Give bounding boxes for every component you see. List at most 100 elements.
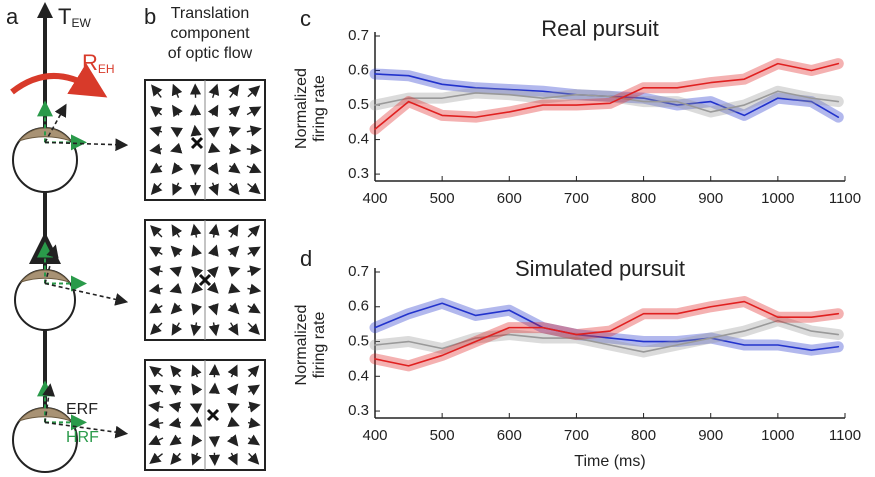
y-tick-label: 0.5 bbox=[348, 332, 369, 349]
flow-vector bbox=[169, 384, 182, 396]
flow-vector bbox=[227, 302, 240, 315]
focus-mark bbox=[190, 136, 204, 150]
r: R bbox=[82, 50, 98, 75]
flow-vector bbox=[247, 246, 261, 258]
flow-vector bbox=[228, 282, 241, 294]
flow-vector bbox=[227, 245, 240, 258]
flow-vector bbox=[208, 223, 220, 238]
flow-vector bbox=[228, 162, 241, 174]
flow-vector bbox=[227, 416, 240, 427]
flow-vector bbox=[228, 143, 242, 155]
flow-vector bbox=[171, 162, 184, 175]
x-tick-label: 800 bbox=[631, 190, 656, 207]
x-tick-label: 1000 bbox=[761, 427, 794, 444]
panel-label: c bbox=[300, 6, 311, 31]
flow-vector bbox=[170, 365, 182, 378]
flow-vector bbox=[170, 452, 182, 465]
flow-vector bbox=[151, 84, 163, 98]
flow-vector bbox=[149, 302, 163, 314]
x-tick-label: 1100 bbox=[829, 190, 861, 207]
flow-vector bbox=[228, 182, 240, 196]
flow-vector bbox=[191, 364, 202, 378]
hrf-label: HRF bbox=[66, 429, 99, 446]
y-tick-label: 0.6 bbox=[348, 298, 369, 315]
flow-vector bbox=[246, 106, 262, 117]
flow-title: of optic flow bbox=[168, 45, 253, 62]
panel-label: a bbox=[6, 4, 19, 29]
flow-vector bbox=[208, 182, 219, 196]
flow-vector bbox=[247, 434, 261, 446]
x-tick-label: 500 bbox=[430, 427, 455, 444]
flow-vector bbox=[148, 434, 164, 446]
chart-title: Simulated pursuit bbox=[515, 256, 685, 281]
flow-vector bbox=[150, 182, 163, 195]
x-tick-label: 700 bbox=[564, 427, 589, 444]
focus-mark bbox=[206, 408, 220, 422]
flow-vector bbox=[208, 322, 220, 337]
flow-vector bbox=[191, 303, 203, 316]
flow-vector bbox=[247, 384, 261, 396]
flow-vector bbox=[191, 434, 203, 447]
y-tick-label: 0.4 bbox=[348, 367, 369, 384]
x-tick-label: 1000 bbox=[761, 190, 794, 207]
flow-vector bbox=[247, 417, 261, 429]
flow-vector bbox=[207, 162, 219, 175]
flow-vector bbox=[169, 282, 182, 294]
flow-vector bbox=[171, 83, 183, 98]
flow-vector bbox=[247, 283, 262, 295]
flow-vector bbox=[228, 126, 242, 137]
flow-vector bbox=[170, 142, 183, 154]
eye-frame bbox=[44, 244, 59, 284]
flow-vector bbox=[149, 452, 163, 464]
flow-vector bbox=[207, 104, 219, 118]
rotation-arrow bbox=[10, 63, 108, 98]
x-tick-label: 600 bbox=[497, 427, 522, 444]
flow-vector bbox=[171, 322, 183, 336]
flow-vector bbox=[227, 224, 239, 238]
series-line bbox=[374, 319, 840, 353]
y-tick-label: 0.5 bbox=[348, 96, 369, 113]
focus-mark bbox=[198, 273, 212, 287]
error-band bbox=[369, 296, 844, 372]
y-tick-label: 0.3 bbox=[348, 165, 369, 182]
flow-vector bbox=[227, 452, 238, 466]
y-axis-label: firing rate bbox=[311, 312, 328, 379]
flow-vector bbox=[226, 383, 239, 396]
flow-vector bbox=[190, 322, 202, 337]
flow-vector bbox=[148, 265, 163, 277]
flow-vector bbox=[149, 162, 163, 174]
r-sub: EH bbox=[98, 62, 115, 76]
x-tick-label: 900 bbox=[698, 190, 723, 207]
flow-vector bbox=[247, 302, 261, 314]
flow-vector bbox=[169, 434, 182, 446]
flow-vector bbox=[226, 434, 239, 447]
x-tick-label: 1100 bbox=[829, 427, 861, 444]
flow-vector bbox=[191, 452, 202, 466]
flow-vector bbox=[191, 266, 204, 279]
x-tick-label: 400 bbox=[362, 427, 387, 444]
series-line bbox=[374, 90, 840, 113]
eye-frame bbox=[42, 383, 56, 423]
flow-vector bbox=[247, 225, 260, 238]
flow-vector bbox=[227, 403, 240, 414]
flow-vector bbox=[207, 126, 220, 138]
flow-vector bbox=[149, 143, 163, 155]
flow-vector bbox=[148, 417, 164, 429]
flow-vector bbox=[168, 417, 182, 429]
y-tick-label: 0.7 bbox=[348, 263, 369, 280]
flow-vector bbox=[207, 303, 219, 316]
flow-vector bbox=[246, 143, 262, 155]
y-axis-label: firing rate bbox=[311, 75, 328, 142]
flow-vector bbox=[228, 266, 241, 278]
y-tick-label: 0.7 bbox=[348, 27, 369, 44]
flow-vector bbox=[168, 401, 182, 413]
flow-vector bbox=[148, 401, 164, 413]
t: T bbox=[58, 4, 71, 29]
series-line bbox=[374, 302, 840, 352]
flow-vector bbox=[148, 384, 164, 396]
flow-vector bbox=[169, 266, 182, 278]
panel-b: b Translation component of optic flow bbox=[144, 4, 266, 471]
flow-vector bbox=[149, 366, 163, 378]
flow-vector bbox=[149, 246, 163, 258]
panel-label: b bbox=[144, 4, 156, 29]
